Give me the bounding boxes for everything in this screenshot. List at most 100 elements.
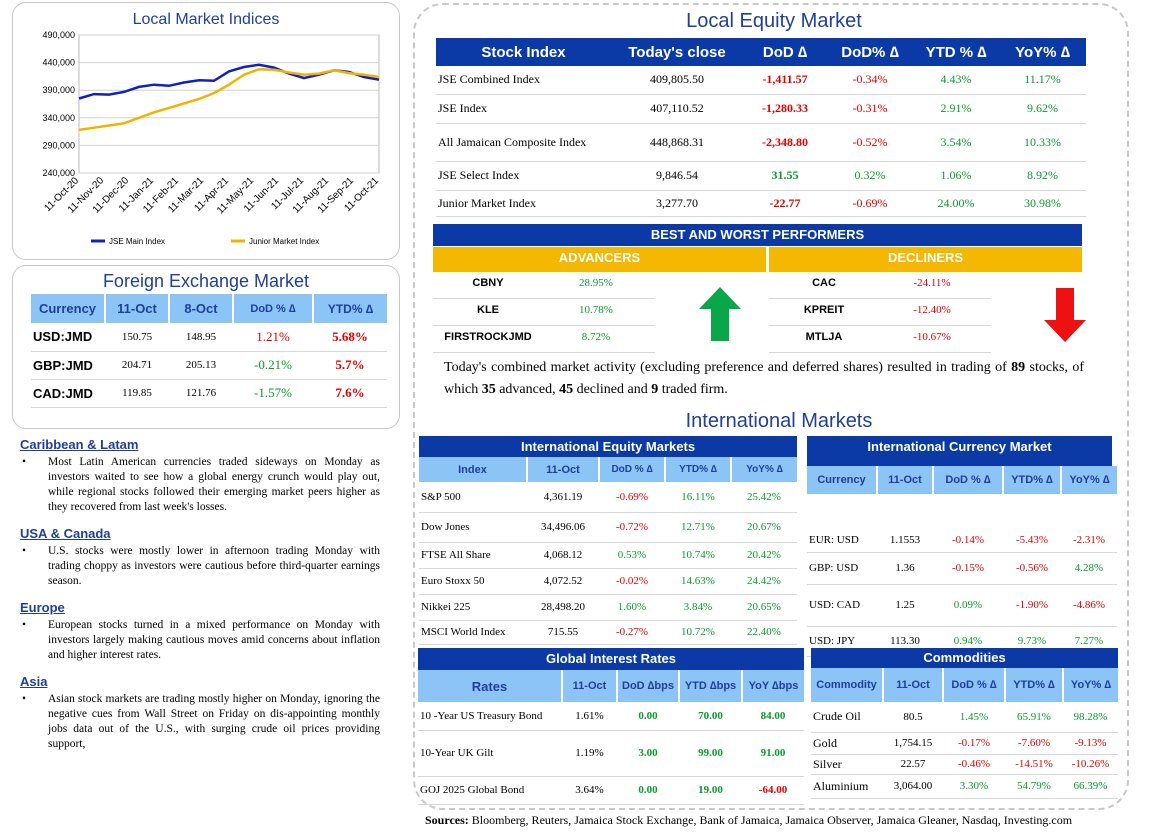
intl-currency-ytd: -5.43% — [1003, 494, 1061, 553]
equity-index-name: All Jamaican Composite Index — [436, 123, 611, 162]
commodities-header-ytd: YTD% ∆ — [1005, 668, 1064, 702]
summary-text-2: stocks, of which — [444, 360, 1084, 397]
intl-currency-row: EUR: USD 1.1553 -0.14% -5.43% -2.31% — [807, 494, 1117, 553]
performers-header: BEST AND WORST PERFORMERS — [433, 224, 1082, 246]
equity-close: 407,110.52 — [611, 94, 743, 124]
rates-header-ytd: YTD ∆bps — [679, 670, 743, 702]
intl-equity-header-11oct: 11-Oct — [527, 457, 600, 482]
summary-declined: 45 — [559, 382, 574, 397]
performer-row: KLE 10.78% — [433, 299, 655, 326]
fx-header-8oct: 8-Oct — [169, 294, 234, 323]
rates-header-yoy: YoY ∆bps — [742, 670, 804, 702]
equity-header-close: Today's close — [611, 38, 743, 66]
equity-dodpct: -0.69% — [827, 190, 913, 217]
intl-equity-title: International Equity Markets — [419, 436, 797, 457]
equity-ytd: 3.54% — [913, 123, 999, 162]
news-bullet: European stocks turned in a mixed perfor… — [20, 618, 380, 663]
intl-equity-ytd: 12.71% — [665, 512, 731, 543]
summary-advanced: 35 — [481, 382, 496, 397]
advancers-list: CBNY 28.95% KLE 10.78% FIRSTROCKJMD 8.72% — [433, 272, 655, 353]
intl-equity-11oct: 34,496.06 — [527, 512, 599, 543]
fx-header-11oct: 11-Oct — [105, 294, 170, 323]
equity-index-name: JSE Combined Index — [436, 66, 611, 95]
intl-equity-row: Dow Jones 34,496.06 -0.72% 12.71% 20.67% — [419, 512, 797, 543]
commodity-ytd: 65.91% — [1005, 702, 1063, 733]
fx-dod: 1.21% — [256, 328, 290, 344]
commodities-header-11oct: 11-Oct — [883, 668, 944, 702]
news-section: Caribbean & Latam Most Latin American cur… — [20, 437, 380, 515]
fx-header-dod: DoD % ∆ — [233, 294, 314, 323]
summary-firm: 9 — [651, 382, 659, 397]
commodity-dod: 1.45% — [943, 702, 1005, 733]
sources-footer: Sources: Bloomberg, Reuters, Jamaica Sto… — [425, 813, 1145, 828]
fx-header-row: Currency 11-Oct 8-Oct DoD % ∆ YTD% ∆ — [31, 294, 387, 323]
equity-ytd: 24.00% — [913, 190, 999, 217]
intl-equity-ytd: 14.63% — [665, 568, 731, 595]
intl-equity-dod: 0.53% — [599, 542, 665, 569]
performer-symbol: KLE — [477, 304, 499, 316]
commodities-header-name: Commodity — [811, 668, 884, 702]
intl-equity-dod: 1.60% — [599, 594, 665, 621]
equity-row: JSE Combined Index 409,805.50 -1,411.57 -0.… — [436, 66, 1086, 95]
performer-row: MTLJA -10.67% — [769, 326, 991, 353]
equity-header-row: Stock Index Today's close DoD ∆ DoD% ∆ Y… — [436, 38, 1086, 66]
performer-change: -24.11% — [913, 277, 951, 289]
chart-title: Local Market Indices — [132, 11, 280, 28]
series-line-junior — [78, 67, 380, 132]
intl-equity-dod: -0.27% — [599, 620, 665, 645]
fx-header-ytd: YTD% ∆ — [313, 294, 387, 323]
performer-change: 8.72% — [581, 331, 611, 343]
equity-yoy: 10.33% — [999, 123, 1086, 162]
equity-title: Local Equity Market — [686, 10, 862, 32]
commodity-ytd: -7.60% — [1005, 732, 1063, 755]
fx-11oct: 119.85 — [122, 387, 152, 399]
equity-close: 448,868.31 — [611, 123, 743, 162]
rates-name: GOJ 2025 Global Bond — [418, 776, 562, 805]
rates-ytd: 99.00 — [679, 730, 742, 777]
performer-symbol: MTLJA — [805, 331, 843, 343]
equity-ytd: 1.06% — [913, 161, 999, 191]
equity-close: 3,277.70 — [611, 190, 743, 217]
equity-yoy: 8.92% — [999, 161, 1086, 191]
commodity-yoy: -9.13% — [1063, 732, 1118, 755]
commodity-ytd: 54.79% — [1005, 774, 1063, 799]
performer-symbol: CAC — [812, 277, 836, 289]
commodities-row: Gold 1,754.15 -0.17% -7.60% -9.13% — [811, 732, 1118, 755]
rates-row: GOJ 2025 Global Bond 3.64% 0.00 19.00 -64.00 — [418, 776, 804, 805]
fx-ytd: 5.7% — [335, 357, 365, 372]
news-heading: Asia — [20, 674, 48, 689]
commodity-yoy: -10.26% — [1063, 754, 1118, 775]
intl-currency-name: USD: CAD — [807, 584, 877, 627]
y-tick-label: 440,000 — [42, 58, 75, 68]
intl-equity-dod: -0.72% — [599, 512, 665, 543]
y-tick-label: 240,000 — [42, 168, 75, 178]
commodities-row: Silver 22.57 -0.46% -14.51% -10.26% — [811, 754, 1118, 775]
intl-currency-name: GBP: USD — [807, 552, 877, 585]
rates-yoy: -64.00 — [742, 776, 804, 805]
rates-11oct: 1.61% — [562, 702, 617, 731]
fx-row: USD:JMD 150.75 148.95 1.21% 5.68% — [31, 323, 387, 351]
fx-currency: GBP:JMD — [33, 357, 93, 373]
intl-equity-name: Nikkei 225 — [419, 594, 527, 621]
rates-row: 10 -Year US Treasury Bond 1.61% 0.00 70.00 8… — [418, 702, 804, 731]
intl-equity-11oct: 4,072.52 — [527, 568, 599, 595]
commodities-title: Commodities — [811, 648, 1118, 668]
intl-equity-header-yoy: YoY% ∆ — [731, 457, 797, 482]
equity-dod: -2,348.80 — [743, 123, 827, 162]
down-arrow-icon — [1044, 288, 1086, 342]
intl-currency-table: Currency 11-Oct DoD % ∆ YTD% ∆ YoY% ∆ EU… — [807, 466, 1117, 657]
summary-text-5: traded firm. — [658, 382, 728, 397]
equity-index-name: JSE Select Index — [436, 161, 611, 191]
intl-currency-name: EUR: USD — [807, 494, 877, 553]
intl-currency-ytd: -0.56% — [1003, 552, 1061, 585]
rates-header-rates: Rates — [418, 670, 563, 702]
intl-equity-row: Nikkei 225 28,498.20 1.60% 3.84% 20.65% — [419, 594, 797, 621]
fx-row: CAD:JMD 119.85 121.76 -1.57% 7.6% — [31, 379, 387, 407]
commodity-name: Crude Oil — [811, 702, 883, 733]
commodities-row: Crude Oil 80.5 1.45% 65.91% 98.28% — [811, 702, 1118, 733]
rates-dod: 3.00 — [617, 730, 679, 777]
equity-header-index: Stock Index — [436, 38, 611, 66]
intl-equity-row: FTSE All Share 4,068.12 0.53% 10.74% 20.42% — [419, 542, 797, 569]
performer-change: 28.95% — [579, 277, 613, 289]
equity-dod: 31.55 — [743, 161, 827, 191]
